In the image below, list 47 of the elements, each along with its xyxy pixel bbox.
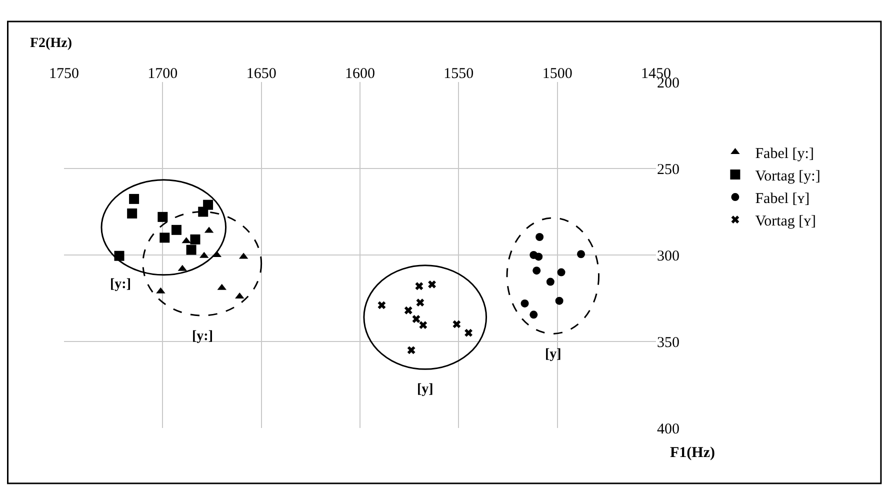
y-tick-label: 250: [657, 162, 680, 178]
legend-label: Vortag [ʏ]: [755, 213, 816, 230]
y-tick-label: 300: [657, 248, 680, 264]
point: [464, 328, 472, 337]
point: [520, 299, 529, 308]
point: [546, 278, 554, 286]
point: [532, 266, 541, 275]
x-tick-label: 1650: [246, 66, 276, 82]
point: [555, 296, 564, 305]
annotation: [y]: [417, 382, 434, 397]
x-tick-label: 1500: [542, 66, 572, 82]
point: [190, 234, 200, 244]
point: [127, 208, 138, 218]
point: [404, 306, 412, 314]
legend-label: Vortag [y:]: [755, 168, 820, 184]
y-axis-title: F1(Hz): [670, 445, 715, 461]
y-tick-label: 350: [657, 334, 680, 351]
annotation: [y:]: [110, 277, 131, 292]
legend-label: Fabel [ʏ]: [755, 190, 810, 207]
point: [186, 244, 196, 255]
point: [530, 310, 538, 319]
point: [129, 194, 140, 204]
point: [378, 301, 386, 310]
legend-label: Fabel [y:]: [755, 146, 814, 162]
x-tick-label: 1600: [345, 66, 375, 82]
point: [419, 321, 428, 330]
x-tick-label: 1750: [49, 66, 79, 82]
point: [557, 268, 566, 276]
point: [416, 298, 424, 307]
point: [158, 212, 168, 222]
point: [412, 315, 420, 323]
point: [534, 252, 543, 261]
x-tick-label: 1550: [444, 66, 474, 82]
x-tick-label: 1700: [148, 66, 178, 82]
point: [160, 232, 170, 243]
y-tick-label: 400: [657, 421, 680, 438]
point: [428, 280, 436, 288]
point: [577, 250, 586, 258]
annotation: [y]: [545, 347, 562, 362]
point: [452, 320, 461, 328]
annotation: [y:]: [192, 329, 213, 344]
point: [415, 282, 424, 290]
x-axis-title: F2(Hz): [30, 36, 72, 51]
point: [536, 233, 544, 242]
point: [198, 206, 208, 217]
point: [407, 346, 416, 354]
point: [171, 224, 182, 235]
